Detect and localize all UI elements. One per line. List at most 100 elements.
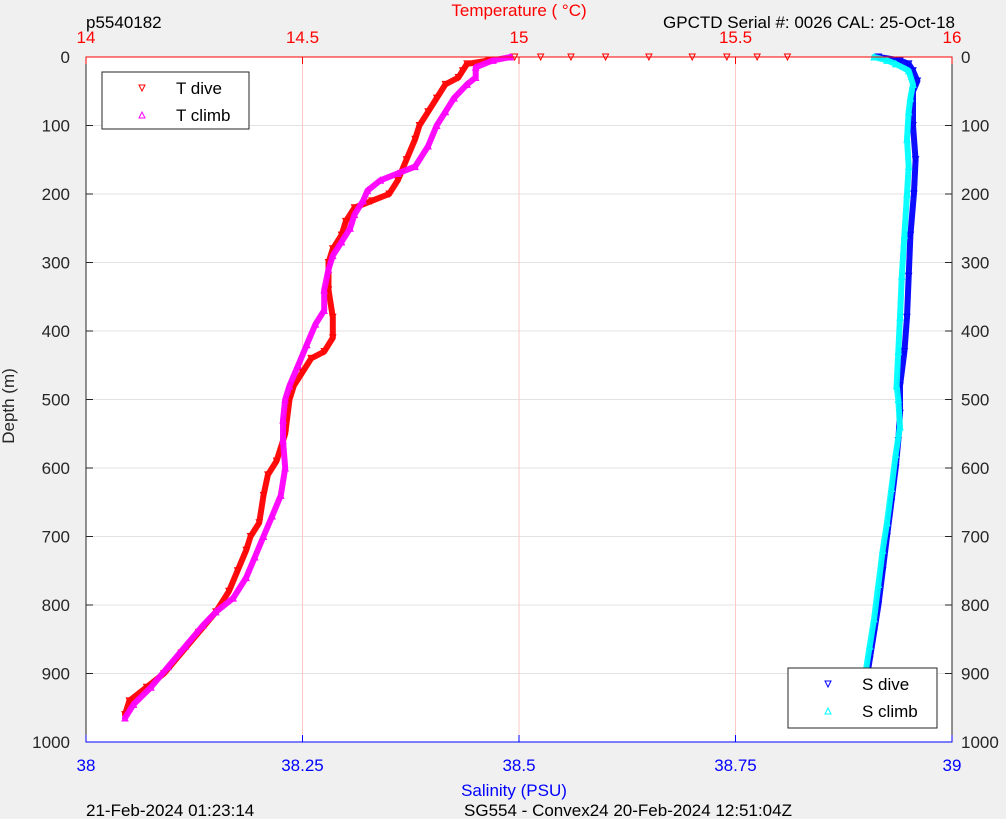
data-point [233,567,242,575]
data-point [906,93,915,102]
data-point [906,231,915,240]
series-t-climb [121,52,515,722]
data-point [909,80,917,88]
data-point [887,484,896,493]
data-point [897,272,906,280]
data-point [489,56,497,64]
data-point [393,176,402,185]
data-point [329,251,337,260]
legend-salinity: S dive S climb [787,667,938,729]
header-right-label: GPCTD Serial #: 0026 CAL: 25-Oct-18 [663,13,955,32]
data-point [277,491,285,499]
data-point [359,196,367,205]
y-tick-label-right: 700 [961,528,989,547]
data-point [874,580,883,588]
data-point [246,533,255,541]
data-point [896,313,904,321]
data-point [147,683,155,691]
data-point [281,463,289,472]
top-axis-label: Temperature ( °C) [451,1,586,20]
bottom-tick-label: 38.75 [714,756,757,775]
y-tick-label: 300 [42,254,70,273]
data-point [320,306,328,314]
data-point [129,700,138,708]
data-point [320,285,328,294]
legend-marker [138,84,146,93]
data-point [212,607,220,616]
data-point [279,415,287,424]
y-tick-label: 400 [42,322,70,341]
y-tick-label: 100 [42,117,70,136]
data-point [324,265,333,273]
data-point [904,66,913,75]
footer-left-label: 21-Feb-2024 01:23:14 [86,801,254,819]
data-point [441,107,450,116]
header-left-label: p5540182 [86,13,162,32]
y-tick-label-right: 600 [961,459,989,478]
top-tick-label: 14 [77,28,96,47]
y-axis-label: Depth (m) [0,368,18,444]
legend-marker [824,706,832,715]
data-point [259,532,268,540]
bottom-axis-label: Salinity (PSU) [461,781,567,800]
data-point [894,347,903,356]
data-point [892,381,901,390]
data-point [125,697,134,706]
data-point [903,313,911,322]
footer-center-label: SG554 - Convex24 20-Feb-2024 12:51:04Z [464,801,792,819]
data-point [268,511,276,520]
data-point [910,190,918,199]
y-tick-label: 800 [42,596,70,615]
top-tick-label: 15.5 [719,28,752,47]
data-point [376,176,385,184]
data-point [883,518,891,527]
data-point [255,519,264,527]
data-point [441,80,450,89]
data-point [909,122,917,130]
y-tick-label-right: 900 [961,665,989,684]
y-tick-label-right: 0 [961,48,970,67]
data-point [341,217,350,226]
data-point [891,450,900,458]
data-point [393,169,402,177]
data-point [264,471,272,479]
y-tick-label-right: 200 [961,185,989,204]
grid-lines [86,57,952,742]
data-point [402,156,411,164]
data-point [350,210,359,219]
series-trace [858,54,916,721]
top-tick-label: 14.5 [286,28,319,47]
data-point [229,594,238,602]
y-tick-label: 200 [42,185,70,204]
y-tick-label-right: 500 [961,391,989,410]
y-tick-label-right: 800 [961,596,989,615]
data-point [458,67,467,75]
data-point [904,272,913,281]
bottom-tick-label: 38 [77,756,96,775]
y-tick-label: 900 [42,665,70,684]
y-tick-label: 700 [42,528,70,547]
legend-entry-label: S climb [862,702,918,721]
data-point [294,361,302,369]
data-point [346,224,354,232]
data-point [320,348,328,356]
legend-entry-label: S dive [862,675,909,694]
y-tick-label-right: 400 [961,322,989,341]
data-point [424,108,432,116]
series-trace [122,57,492,718]
data-point [878,546,887,554]
data-point [121,713,129,722]
data-point [199,621,207,630]
y-tick-label-right: 1000 [961,733,999,752]
data-point [164,662,173,671]
data-point [281,395,289,403]
data-point [285,381,294,390]
data-point [463,60,471,68]
data-point [411,135,419,144]
data-point [896,422,904,431]
data-point [904,60,913,68]
data-point [298,368,307,377]
data-point [367,197,376,205]
y-tick-label-right: 300 [961,254,989,273]
